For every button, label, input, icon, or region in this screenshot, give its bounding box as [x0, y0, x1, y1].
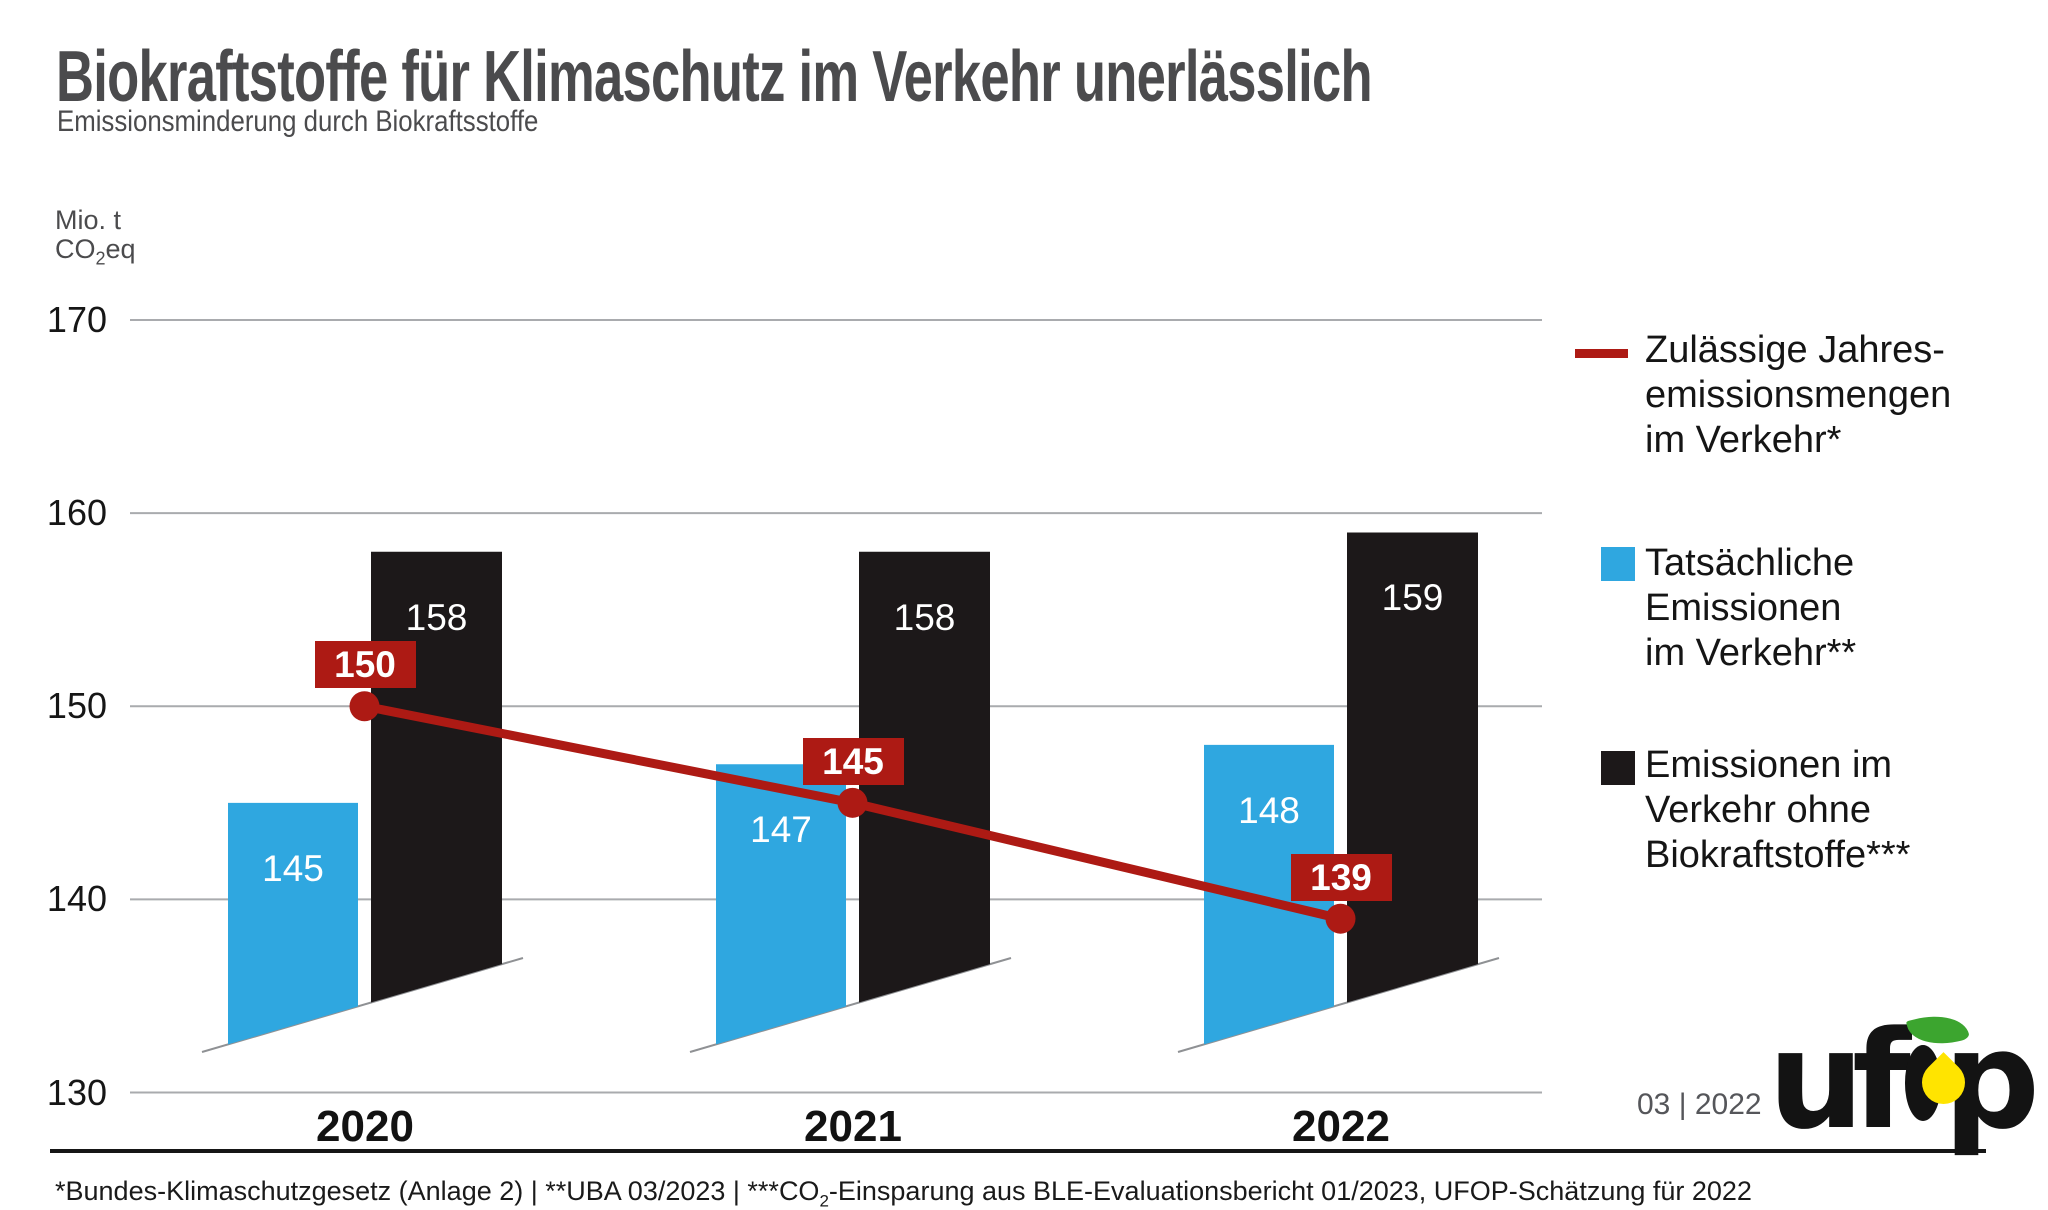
logo-letters-uf: uf — [1768, 1002, 1911, 1159]
line-marker — [349, 691, 380, 722]
issue-date: 03 | 2022 — [1637, 1088, 1762, 1121]
x-axis-year-label: 2022 — [1292, 1102, 1390, 1151]
y-tick-label: 130 — [46, 1071, 107, 1113]
ufop-logo: uf p — [1768, 1002, 2040, 1159]
line-marker — [837, 787, 868, 818]
legend-item-label-line: im Verkehr** — [1645, 632, 1857, 674]
legend-blue-swatch — [1601, 547, 1635, 581]
bar-value-label: 158 — [893, 596, 956, 638]
legend-item-label-line: Emissionen im — [1645, 744, 1893, 786]
bar-value-label: 148 — [1238, 789, 1300, 831]
y-axis-unit-label: Mio. t CO2eq — [55, 206, 136, 273]
legend-item-label-line: Biokraftstoffe*** — [1645, 834, 1911, 876]
y-axis-unit-line1: Mio. t — [55, 205, 122, 235]
line-value-badge: 150 — [314, 641, 416, 689]
legend-item-label-line: emissionsmengen — [1645, 374, 1952, 416]
bar-value-label: 147 — [750, 809, 812, 851]
bar-value-label: 145 — [262, 847, 324, 889]
legend-item-label-line: Tatsächliche — [1645, 542, 1855, 584]
bar-value-label: 159 — [1381, 577, 1444, 619]
y-axis-unit-line2: CO2eq — [55, 234, 136, 269]
bar-value-label: 158 — [405, 596, 468, 638]
y-tick-label: 150 — [46, 685, 107, 727]
legend-item-actual-emissions: Tatsächliche Emissionen im Verkehr** — [1645, 541, 1856, 676]
footnote: *Bundes-Klimaschutzgesetz (Anlage 2) | *… — [55, 1176, 1752, 1210]
legend-item-label-line: im Verkehr* — [1645, 419, 1842, 461]
legend-item-label-line: Emissionen — [1645, 587, 1842, 629]
bar-actual-emissions — [716, 764, 846, 1045]
legend-item-label-line: Zulässige Jahres- — [1645, 329, 1945, 371]
y-tick-label: 140 — [46, 878, 107, 920]
y-tick-label: 170 — [46, 299, 107, 340]
bar-actual-emissions — [228, 802, 358, 1045]
legend-line-swatch — [1575, 349, 1628, 358]
y-tick-label: 160 — [46, 492, 107, 534]
x-axis-year-label: 2021 — [804, 1102, 902, 1151]
chart-subtitle: Emissionsminderung durch Biokraftsstoffe — [57, 105, 539, 138]
page-title: Biokraftstoffe für Klimaschutz im Verkeh… — [56, 37, 1373, 117]
legend-item-allowed-emissions: Zulässige Jahres- emissionsmengen im Ver… — [1645, 328, 1951, 463]
legend-black-swatch — [1601, 751, 1635, 785]
bar-actual-emissions — [1204, 744, 1334, 1045]
footer-divider — [50, 1149, 1986, 1153]
line-value-badge: 145 — [802, 737, 904, 785]
bar-emissions-without-biofuels — [859, 551, 990, 1003]
legend-item-label-line: Verkehr ohne — [1645, 789, 1872, 831]
line-value-badge: 139 — [1290, 853, 1392, 901]
legend-item-emissions-without-biofuels: Emissionen im Verkehr ohne Biokraftstoff… — [1645, 743, 1910, 878]
logo-o-mark — [1904, 1007, 1974, 1121]
x-axis-year-label: 2020 — [316, 1102, 414, 1151]
line-marker — [1325, 903, 1356, 934]
